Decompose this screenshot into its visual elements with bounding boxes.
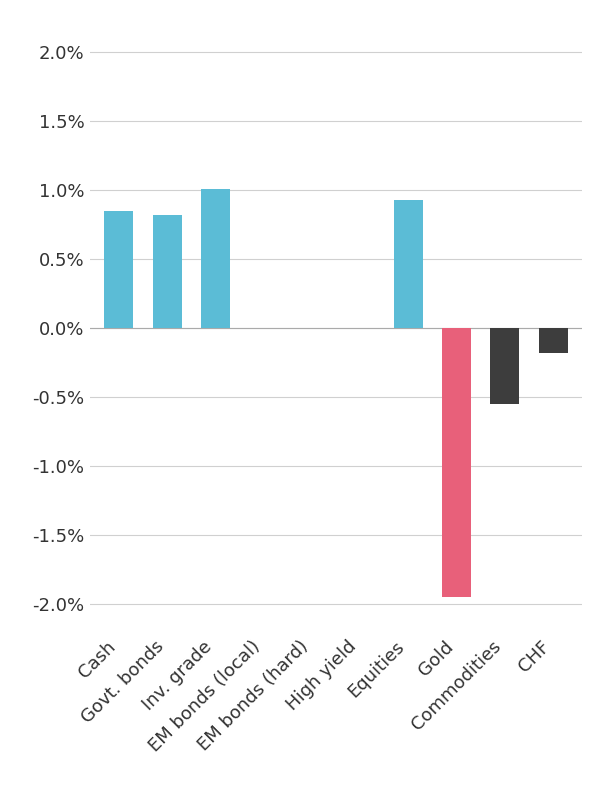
- Bar: [490, 328, 519, 404]
- Bar: [104, 211, 133, 328]
- Bar: [201, 189, 230, 328]
- Bar: [442, 328, 471, 597]
- Bar: [153, 215, 182, 328]
- Bar: [394, 199, 423, 328]
- Bar: [539, 328, 568, 353]
